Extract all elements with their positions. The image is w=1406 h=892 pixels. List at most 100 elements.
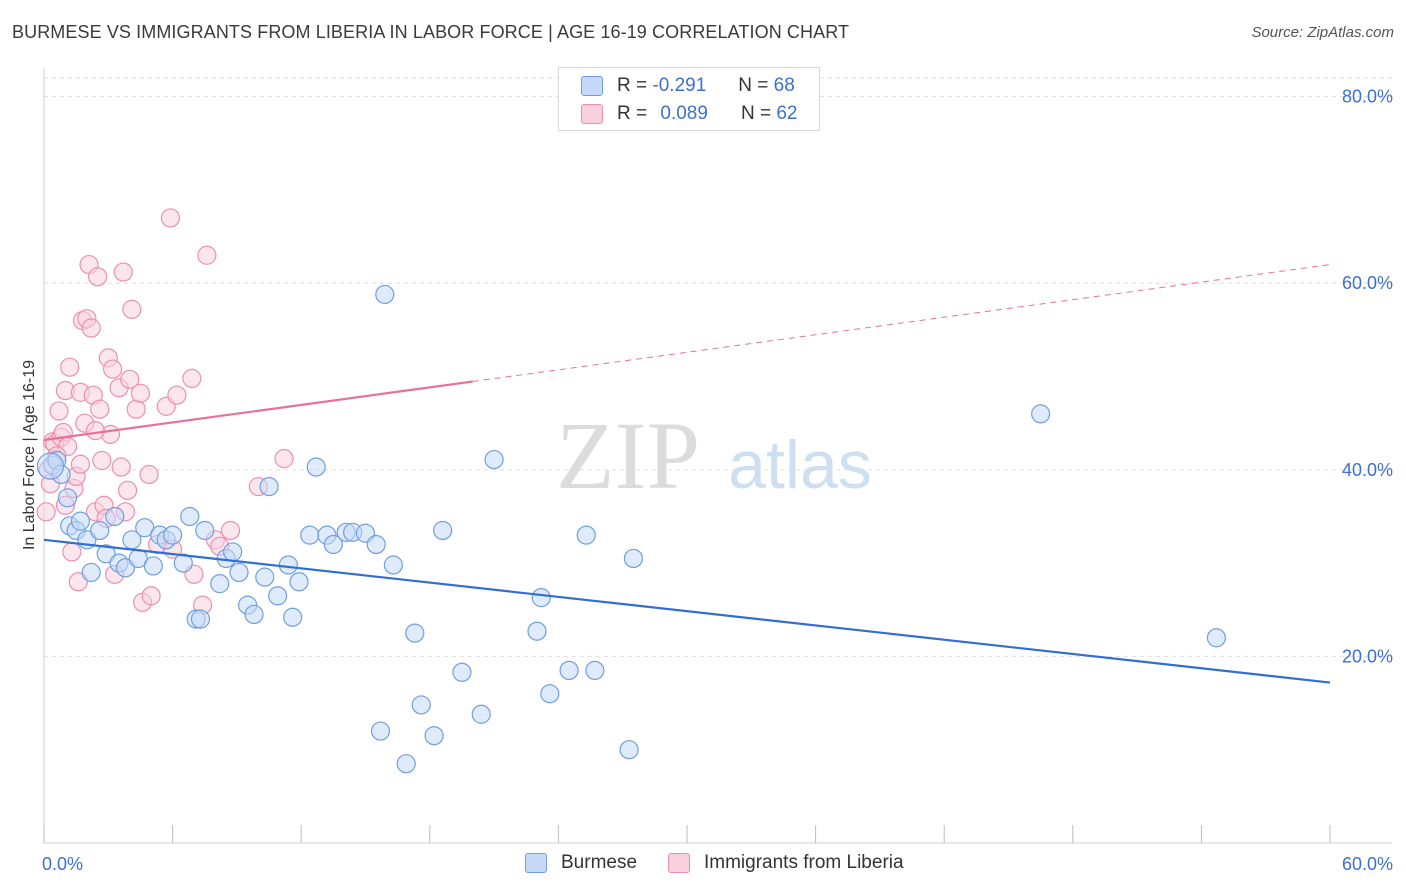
x-tick-label-min: 0.0%	[42, 854, 83, 874]
burmese-point	[289, 572, 309, 592]
legend-n-value: 62	[776, 103, 798, 124]
burmese-trend-line	[43, 538, 1331, 684]
liberia-point	[70, 454, 91, 474]
burmese-point	[283, 607, 303, 627]
legend-n-label: N =	[740, 103, 772, 124]
watermark-zip: ZIP	[556, 402, 700, 509]
legend-swatch-blue	[581, 76, 603, 96]
y-axis-label: In Labor Force | Age 16-19	[21, 360, 38, 550]
legend-swatch-pink	[581, 104, 603, 124]
burmese-point	[195, 520, 215, 541]
burmese-point	[244, 604, 264, 625]
burmese-point	[370, 721, 391, 741]
liberia-point	[113, 262, 133, 282]
legend-row-burmese: R = -0.291 N = 68	[581, 74, 795, 98]
y-tick-label: 80.0%	[1342, 87, 1393, 107]
burmese-point	[424, 726, 444, 746]
burmese-point	[623, 548, 644, 569]
burmese-point	[115, 558, 136, 578]
liberia-point	[122, 299, 142, 319]
y-tick-label: 20.0%	[1342, 646, 1393, 666]
liberia-point	[120, 369, 140, 389]
burmese-point	[559, 660, 579, 681]
burmese-point	[585, 660, 605, 681]
burmese-point	[163, 525, 183, 545]
burmese-point	[411, 695, 431, 715]
axes: 20.0% 40.0% 60.0% 80.0% 0.0% 60.0%	[42, 68, 1393, 874]
liberia-point	[111, 457, 131, 477]
burmese-point	[383, 555, 403, 575]
legend-r-value: 0.089	[660, 103, 708, 124]
bottom-swatch-pink	[668, 853, 690, 873]
bottom-legend-label: Burmese	[561, 852, 638, 873]
burmese-point	[57, 488, 78, 508]
liberia-point	[182, 368, 202, 389]
legend-n-label: N =	[738, 75, 769, 96]
burmese-point	[223, 542, 243, 562]
burmese-point	[531, 588, 551, 608]
burmese-point	[190, 609, 211, 629]
burmese-point	[540, 684, 560, 704]
burmese-point	[366, 534, 386, 555]
liberia-point	[85, 421, 106, 441]
liberia-trend-line	[43, 380, 473, 442]
liberia-trend-extension	[472, 264, 1331, 383]
liberia-point	[60, 357, 80, 377]
burmese-point	[81, 562, 101, 583]
burmese-point	[323, 534, 343, 555]
liberia-point	[274, 449, 294, 469]
burmese-point	[306, 457, 326, 477]
source-note: Source: ZipAtlas.com	[1251, 24, 1394, 41]
liberia-point	[87, 267, 108, 287]
liberia-point	[141, 586, 161, 606]
burmese-point	[229, 562, 249, 583]
chart-title: BURMESE VS IMMIGRANTS FROM LIBERIA IN LA…	[12, 22, 850, 42]
liberia-point	[62, 542, 82, 562]
liberia-point	[36, 502, 56, 522]
y-tick-label: 60.0%	[1342, 273, 1393, 293]
liberia-point	[92, 450, 112, 471]
liberia-point	[130, 383, 151, 403]
legend-r-label: R =	[617, 103, 648, 124]
liberia-point	[68, 572, 88, 592]
burmese-point	[210, 574, 230, 594]
burmese-point	[143, 556, 163, 576]
burmese-point	[405, 623, 425, 643]
burmese-point	[619, 740, 639, 760]
burmese-point	[300, 525, 320, 545]
burmese-points	[36, 284, 1227, 774]
burmese-point	[1206, 628, 1227, 648]
bottom-swatch-blue	[525, 853, 547, 873]
burmese-point	[173, 553, 193, 573]
liberia-points	[36, 208, 294, 615]
liberia-point	[167, 385, 187, 405]
legend-r-label: R =	[617, 75, 648, 96]
x-tick-label-max: 60.0%	[1342, 854, 1393, 874]
watermark: ZIP atlas	[556, 402, 872, 509]
burmese-point	[105, 506, 125, 527]
burmese-point	[180, 506, 200, 527]
bottom-legend-liberia: Immigrants from Liberia	[668, 852, 904, 874]
bottom-legend-label: Immigrants from Liberia	[704, 852, 904, 873]
burmese-point	[90, 520, 110, 541]
liberia-point	[81, 318, 101, 338]
liberia-point	[126, 399, 146, 419]
burmese-point	[278, 555, 298, 575]
liberia-point	[117, 480, 138, 500]
liberia-point	[160, 208, 181, 228]
liberia-point	[220, 520, 241, 541]
liberia-point	[139, 464, 159, 485]
burmese-point	[255, 567, 275, 587]
burmese-point	[259, 477, 279, 497]
burmese-point	[396, 754, 416, 774]
burmese-point	[576, 525, 596, 545]
liberia-point	[90, 399, 110, 419]
burmese-point	[484, 449, 504, 470]
burmese-point	[70, 511, 91, 531]
legend-row-liberia: R = 0.089 N = 62	[581, 102, 797, 126]
y-tick-label: 40.0%	[1342, 460, 1393, 480]
burmese-point	[433, 520, 453, 541]
liberia-point	[102, 359, 123, 379]
watermark-atlas: atlas	[728, 427, 872, 503]
